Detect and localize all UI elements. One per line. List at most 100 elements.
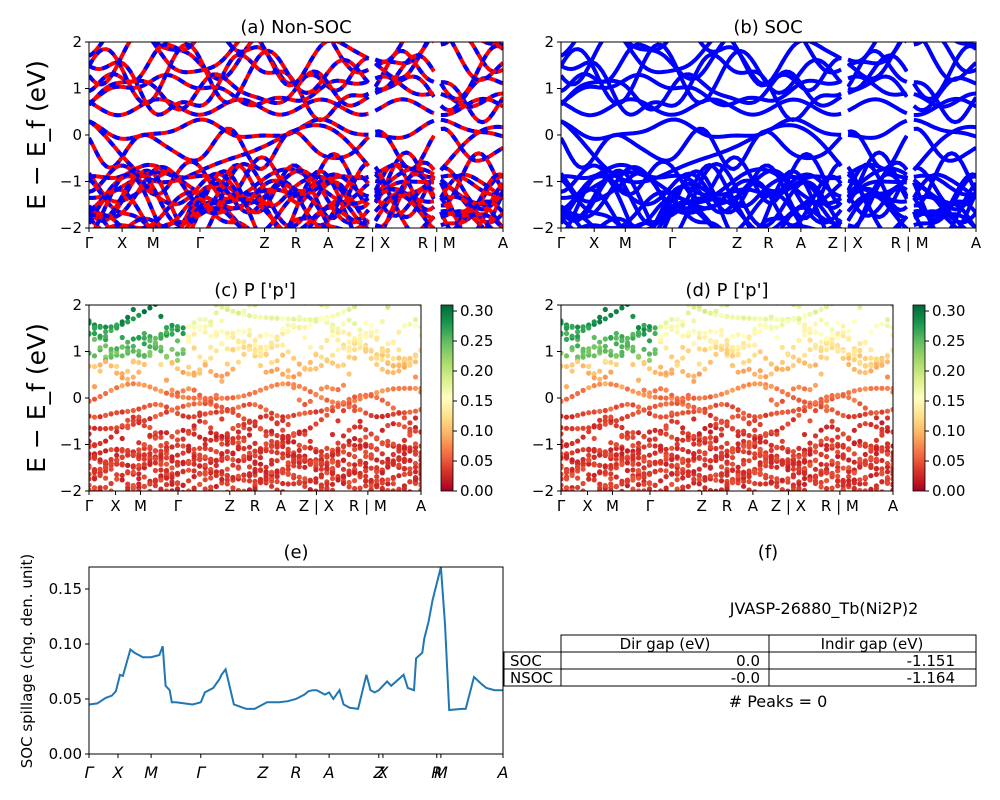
proj-point xyxy=(346,451,352,457)
proj-point xyxy=(735,473,741,479)
proj-point xyxy=(374,361,380,368)
proj-point xyxy=(263,407,269,413)
proj-point xyxy=(241,488,247,491)
proj-point xyxy=(285,435,291,441)
proj-point xyxy=(203,498,208,503)
proj-point xyxy=(285,439,291,445)
proj-point xyxy=(580,363,586,369)
proj-point xyxy=(652,468,658,474)
proj-point xyxy=(274,444,280,450)
proj-point xyxy=(713,502,718,507)
proj-point xyxy=(680,344,686,350)
proj-point xyxy=(141,309,147,315)
band-line-soc xyxy=(912,124,976,172)
proj-point xyxy=(879,362,885,368)
proj-point xyxy=(669,471,675,477)
proj-point xyxy=(685,330,691,336)
proj-point xyxy=(125,462,131,468)
x-tick-label: R | M xyxy=(418,234,456,252)
proj-point xyxy=(624,305,630,307)
proj-point xyxy=(291,439,297,445)
proj-point xyxy=(752,381,758,387)
proj-point xyxy=(230,395,236,401)
proj-point xyxy=(219,433,225,439)
band-line-spin-up xyxy=(449,42,503,83)
proj-point xyxy=(602,414,608,420)
proj-point xyxy=(752,414,758,420)
proj-point xyxy=(774,456,780,462)
proj-point xyxy=(335,497,340,502)
proj-point xyxy=(235,328,241,334)
proj-point xyxy=(729,425,736,432)
proj-point xyxy=(575,324,581,330)
proj-point xyxy=(180,460,186,466)
proj-point xyxy=(586,425,592,431)
proj-point xyxy=(285,446,291,452)
proj-point xyxy=(718,346,725,352)
proj-point xyxy=(374,336,380,342)
proj-point xyxy=(652,325,658,331)
proj-point xyxy=(746,335,752,341)
proj-point xyxy=(658,333,664,339)
proj-point xyxy=(857,360,863,367)
proj-point xyxy=(313,318,319,324)
proj-point xyxy=(641,392,647,398)
proj-point xyxy=(224,395,230,401)
proj-point xyxy=(879,321,885,327)
proj-point xyxy=(862,461,868,467)
proj-point xyxy=(630,344,636,350)
proj-point xyxy=(613,445,619,452)
proj-point xyxy=(413,299,418,304)
proj-point xyxy=(197,400,203,407)
proj-point xyxy=(569,333,575,339)
proj-point xyxy=(580,354,586,360)
proj-point xyxy=(597,487,603,491)
proj-point xyxy=(619,305,625,311)
proj-point xyxy=(613,330,619,337)
proj-point xyxy=(724,469,730,475)
proj-point xyxy=(269,443,275,449)
y-tick-label: 0.00 xyxy=(49,745,82,763)
proj-point xyxy=(169,392,175,398)
proj-point xyxy=(663,370,669,376)
proj-point xyxy=(857,422,863,429)
proj-point xyxy=(130,414,136,420)
proj-point xyxy=(779,322,785,328)
proj-point xyxy=(663,468,669,474)
proj-point xyxy=(368,483,374,489)
proj-point xyxy=(586,410,592,416)
proj-point xyxy=(597,498,602,503)
proj-point xyxy=(835,449,841,455)
proj-point xyxy=(757,453,763,459)
proj-point xyxy=(230,347,236,353)
proj-point xyxy=(785,318,791,324)
proj-point xyxy=(114,461,120,467)
proj-point xyxy=(302,410,308,416)
proj-point xyxy=(174,390,181,396)
proj-point xyxy=(707,458,714,464)
proj-point xyxy=(835,434,841,440)
proj-point xyxy=(130,348,136,354)
proj-point xyxy=(208,484,214,490)
proj-point xyxy=(263,429,269,435)
proj-point xyxy=(619,461,625,467)
proj-point xyxy=(597,381,603,387)
proj-point xyxy=(796,305,802,309)
proj-point xyxy=(680,484,686,490)
proj-point xyxy=(219,328,225,334)
proj-point xyxy=(346,371,352,377)
proj-point xyxy=(718,332,725,338)
proj-point xyxy=(396,494,401,499)
x-tick-label: Γ xyxy=(85,763,95,782)
proj-point xyxy=(630,299,635,304)
proj-point xyxy=(313,449,319,455)
proj-point xyxy=(857,477,863,483)
proj-point xyxy=(818,427,824,433)
proj-point xyxy=(412,477,419,483)
proj-point xyxy=(835,427,841,433)
proj-point xyxy=(630,388,636,394)
proj-point xyxy=(136,453,142,459)
proj-point xyxy=(774,464,780,470)
proj-point xyxy=(186,430,192,436)
proj-point xyxy=(91,453,98,460)
